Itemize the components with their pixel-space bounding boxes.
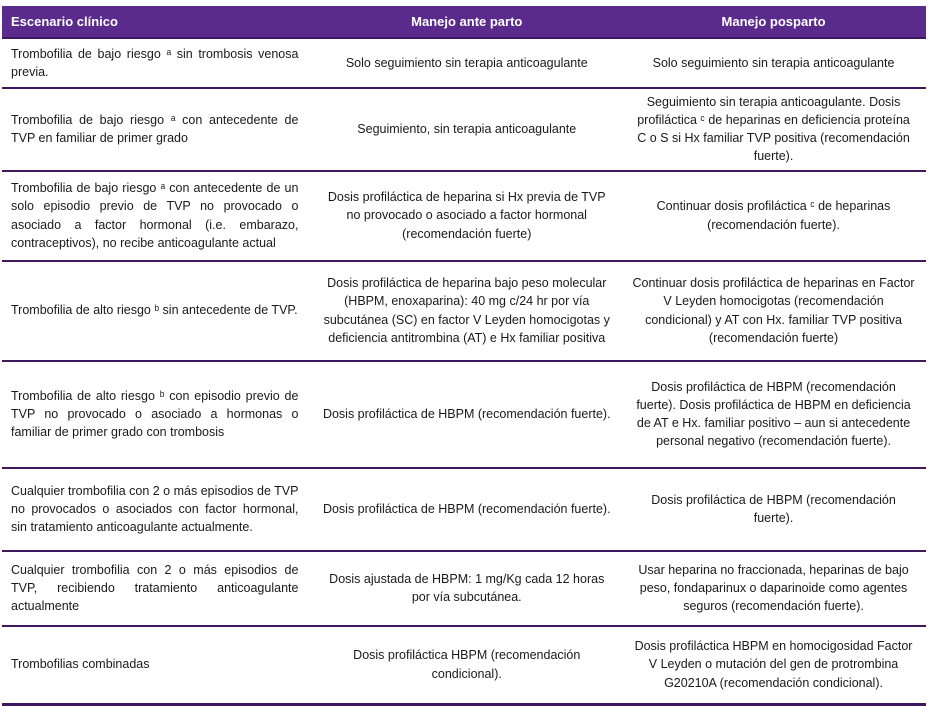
clinical-management-table: Escenario clínico Manejo ante parto Mane… [2,6,926,706]
table-row: Trombofilia de bajo riesgo ᵃ sin trombos… [2,38,926,89]
column-header-escenario-clinico: Escenario clínico [2,6,313,39]
cell-posparto: Dosis profiláctica HBPM en homocigosidad… [621,625,926,706]
cell-ante-parto: Dosis profiláctica HBPM (recomendación c… [312,625,622,706]
cell-posparto: Dosis profiláctica de HBPM (recomendació… [621,360,926,469]
column-header-manejo-ante-parto: Manejo ante parto [312,6,622,39]
cell-posparto: Solo seguimiento sin terapia anticoagula… [621,38,926,89]
cell-posparto: Dosis profiláctica de HBPM (recomendació… [621,467,926,552]
cell-escenario: Trombofilias combinadas [2,625,313,706]
cell-ante-parto: Dosis profiláctica de HBPM (recomendació… [312,360,622,469]
cell-ante-parto: Dosis profiláctica de heparina si Hx pre… [312,170,622,262]
cell-escenario: Cualquier trombofilia con 2 o más episod… [2,467,313,552]
cell-posparto: Continuar dosis profiláctica de heparina… [621,260,926,362]
cell-escenario: Trombofilia de bajo riesgo ᵃ con anteced… [2,170,313,262]
cell-escenario: Cualquier trombofilia con 2 o más episod… [2,550,313,627]
cell-posparto: Usar heparina no fraccionada, heparinas … [621,550,926,627]
cell-ante-parto: Dosis profiláctica de HBPM (recomendació… [312,467,622,552]
table-row: Cualquier trombofilia con 2 o más episod… [2,550,926,627]
column-header-manejo-posparto: Manejo posparto [621,6,926,39]
cell-ante-parto: Dosis profiláctica de heparina bajo peso… [312,260,622,362]
cell-escenario: Trombofilia de alto riesgo ᵇ sin anteced… [2,260,313,362]
table-row: Trombofilia de alto riesgo ᵇ sin anteced… [2,260,926,362]
cell-escenario: Trombofilia de alto riesgo ᵇ con episodi… [2,360,313,469]
cell-escenario: Trombofilia de bajo riesgo ᵃ sin trombos… [2,38,313,89]
table-row: Trombofilia de bajo riesgo ᵃ con anteced… [2,88,926,172]
cell-ante-parto: Solo seguimiento sin terapia anticoagula… [312,38,622,89]
cell-posparto: Seguimiento sin terapia anticoagulante. … [621,88,926,172]
table-header-row: Escenario clínico Manejo ante parto Mane… [2,6,926,39]
cell-escenario: Trombofilia de bajo riesgo ᵃ con anteced… [2,88,313,172]
table-row: Cualquier trombofilia con 2 o más episod… [2,467,926,552]
cell-posparto: Continuar dosis profiláctica ᶜ de hepari… [621,170,926,262]
cell-ante-parto: Seguimiento, sin terapia anticoagulante [312,88,622,172]
table-row: Trombofilias combinadas Dosis profilácti… [2,625,926,706]
table-row: Trombofilia de alto riesgo ᵇ con episodi… [2,360,926,469]
cell-ante-parto: Dosis ajustada de HBPM: 1 mg/Kg cada 12 … [312,550,622,627]
table-row: Trombofilia de bajo riesgo ᵃ con anteced… [2,170,926,262]
